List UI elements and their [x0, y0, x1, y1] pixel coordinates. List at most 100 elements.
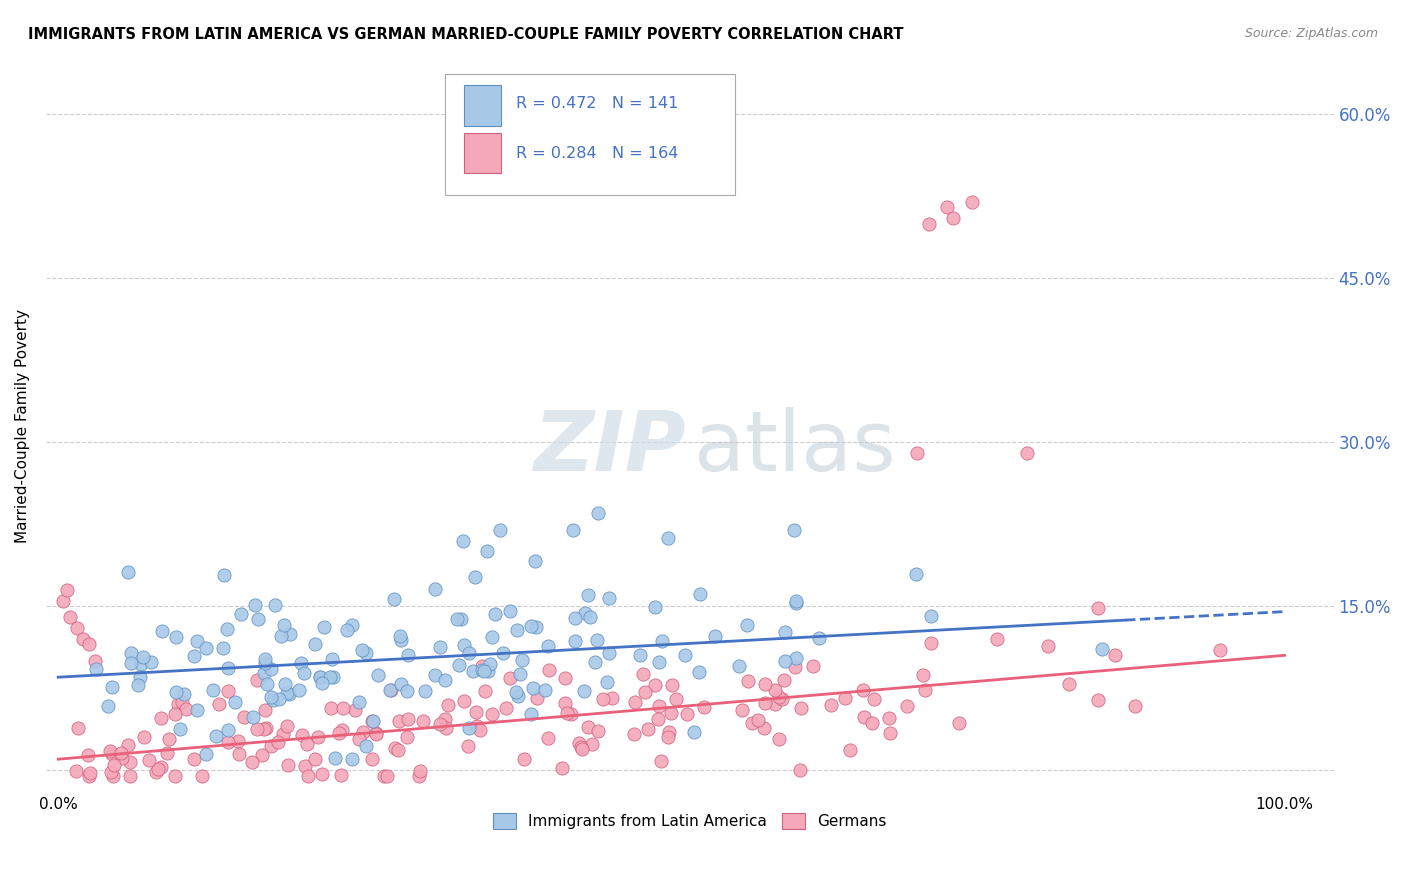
Point [101, 768, 124, 782]
Point [768, 731, 790, 746]
Point [453, 638, 475, 652]
Point [862, 692, 884, 706]
Point [79, 766, 101, 780]
Point [513, 751, 536, 765]
Point [433, 673, 456, 687]
Point [683, 725, 706, 739]
Point [449, 658, 471, 673]
Point [97, 699, 120, 714]
Point [464, 570, 486, 584]
Point [65, 764, 87, 778]
Point [661, 678, 683, 692]
Point [129, 670, 152, 684]
Point [458, 722, 481, 736]
Point [508, 689, 530, 703]
Point [110, 751, 132, 765]
FancyBboxPatch shape [464, 133, 501, 173]
Point [183, 751, 205, 765]
Point [537, 663, 560, 677]
Point [156, 747, 179, 761]
Point [650, 754, 672, 768]
Point [290, 656, 312, 670]
Point [789, 764, 811, 778]
Point [165, 768, 187, 782]
Point [647, 712, 669, 726]
Point [524, 620, 547, 634]
Point [631, 667, 654, 681]
Point [520, 618, 543, 632]
Point [596, 675, 619, 690]
Point [429, 640, 451, 654]
Point [534, 682, 557, 697]
Point [752, 721, 775, 735]
Point [569, 740, 592, 755]
Point [389, 629, 412, 643]
Point [118, 755, 141, 769]
Point [644, 599, 666, 614]
Point [224, 695, 246, 709]
Point [600, 691, 623, 706]
Point [509, 666, 531, 681]
Point [165, 685, 187, 699]
Point [132, 730, 155, 744]
Point [801, 659, 824, 673]
Point [648, 655, 671, 669]
Point [741, 715, 763, 730]
Point [247, 612, 270, 626]
Text: R = 0.284   N = 164: R = 0.284 N = 164 [516, 146, 678, 161]
Point [66, 721, 89, 735]
Point [273, 727, 295, 741]
Point [457, 739, 479, 754]
Point [256, 676, 278, 690]
Point [191, 768, 214, 782]
Point [852, 683, 875, 698]
Point [912, 668, 935, 682]
Point [628, 648, 651, 663]
Point [273, 618, 295, 632]
Point [657, 531, 679, 545]
Point [217, 723, 239, 737]
Point [201, 682, 224, 697]
Point [382, 591, 405, 606]
Point [264, 598, 287, 612]
Point [307, 730, 329, 744]
Point [100, 747, 122, 761]
Point [785, 596, 807, 610]
Point [918, 217, 941, 231]
Point [228, 747, 250, 761]
Point [361, 714, 384, 728]
Point [860, 716, 883, 731]
Point [246, 722, 269, 736]
Point [436, 698, 458, 712]
Point [505, 685, 527, 699]
Point [1057, 677, 1080, 691]
FancyBboxPatch shape [464, 86, 501, 126]
Point [637, 722, 659, 736]
Point [633, 685, 655, 699]
Point [233, 710, 256, 724]
Point [336, 623, 359, 637]
Point [676, 706, 699, 721]
Point [1036, 639, 1059, 653]
Point [730, 703, 752, 717]
Point [166, 630, 188, 644]
Point [146, 763, 169, 777]
Point [344, 703, 367, 717]
Point [576, 589, 599, 603]
Point [905, 446, 928, 460]
Point [555, 706, 578, 721]
Point [598, 647, 620, 661]
Point [506, 623, 529, 637]
Point [387, 743, 409, 757]
Point [260, 662, 283, 676]
Text: Source: ZipAtlas.com: Source: ZipAtlas.com [1244, 27, 1378, 40]
Point [321, 652, 343, 666]
Point [451, 533, 474, 548]
Point [262, 692, 284, 706]
Point [409, 764, 432, 778]
Point [434, 722, 457, 736]
Point [839, 742, 862, 756]
Point [471, 659, 494, 673]
FancyBboxPatch shape [446, 74, 735, 195]
Point [340, 618, 363, 632]
